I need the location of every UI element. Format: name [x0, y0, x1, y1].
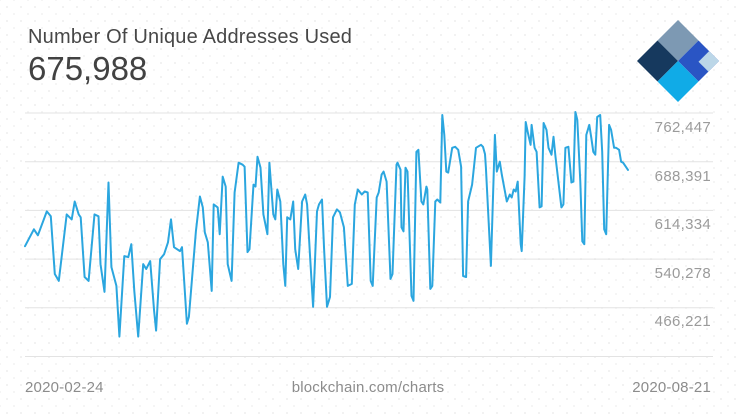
y-axis-tick: 540,278 [654, 265, 711, 282]
x-axis-start-date: 2020-02-24 [25, 379, 104, 396]
y-axis-tick: 688,391 [654, 168, 711, 185]
y-axis-tick: 614,334 [654, 216, 711, 233]
y-axis-tick: 762,447 [654, 119, 711, 136]
page-title: Number Of Unique Addresses Used [28, 26, 353, 48]
y-axis-tick: 466,221 [654, 313, 711, 330]
watermark-text: blockchain.com/charts [291, 379, 445, 396]
x-axis-end-date: 2020-08-21 [632, 379, 711, 396]
metric-value: 675,988 [28, 50, 148, 87]
